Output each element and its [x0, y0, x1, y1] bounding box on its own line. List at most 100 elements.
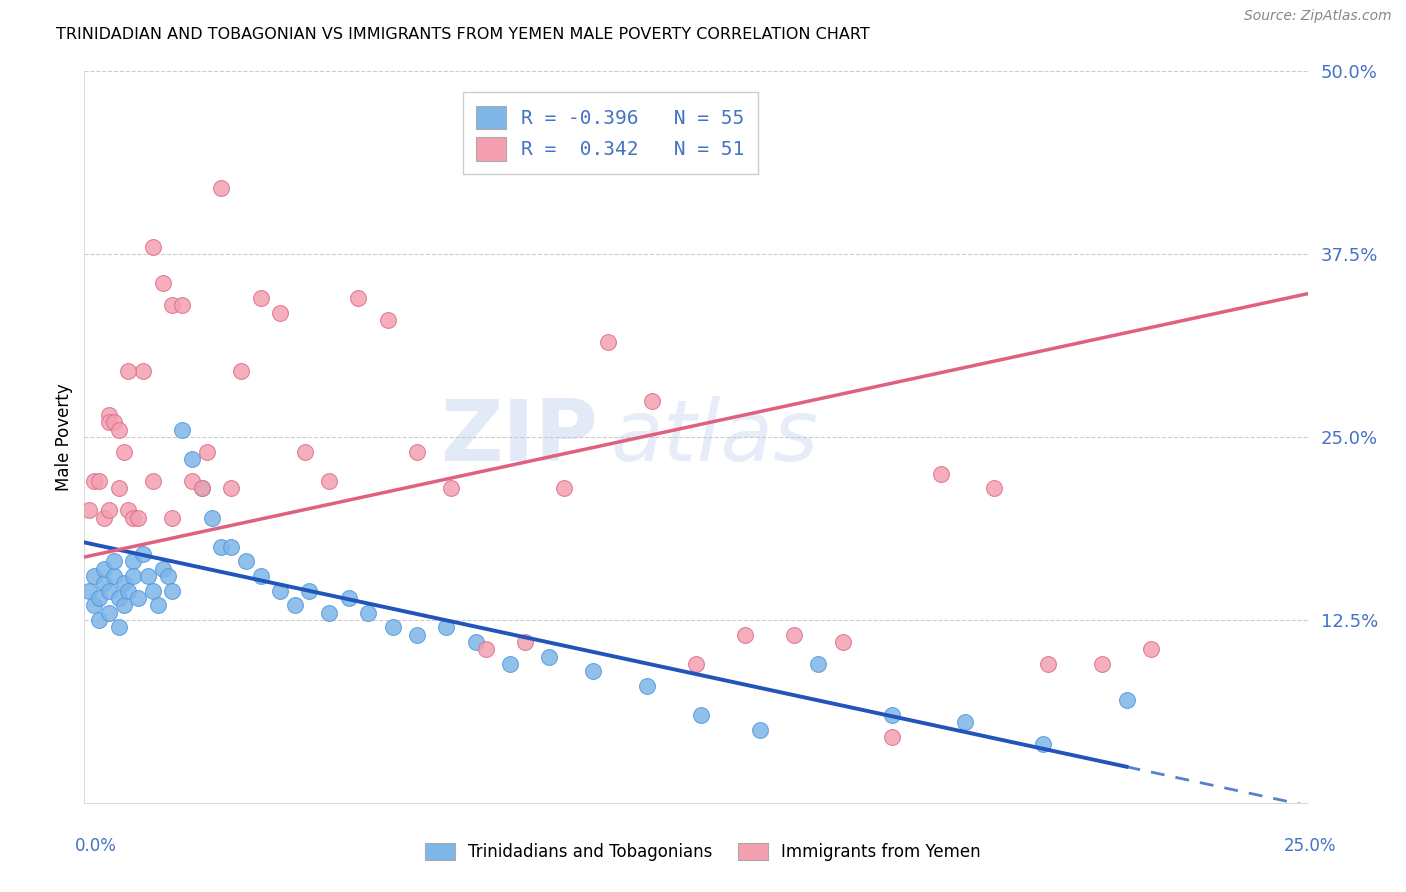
- Point: [103, 416, 125, 430]
- Point: [146, 599, 169, 613]
- Point: [117, 583, 139, 598]
- Y-axis label: Male Poverty: Male Poverty: [55, 384, 73, 491]
- Point: [93, 510, 115, 524]
- Point: [229, 364, 252, 378]
- Point: [122, 510, 145, 524]
- Point: [440, 481, 463, 495]
- Point: [807, 657, 830, 671]
- Point: [172, 423, 194, 437]
- Point: [1032, 737, 1054, 751]
- Point: [132, 547, 155, 561]
- Point: [269, 306, 291, 320]
- Point: [582, 664, 605, 678]
- Point: [357, 606, 380, 620]
- Point: [162, 298, 184, 312]
- Point: [117, 503, 139, 517]
- Point: [831, 635, 853, 649]
- Point: [474, 642, 496, 657]
- Text: ZIP: ZIP: [440, 395, 598, 479]
- Point: [83, 599, 105, 613]
- Legend: Trinidadians and Tobagonians, Immigrants from Yemen: Trinidadians and Tobagonians, Immigrants…: [419, 836, 987, 868]
- Point: [181, 474, 204, 488]
- Point: [162, 510, 184, 524]
- Point: [97, 503, 120, 517]
- Point: [83, 569, 105, 583]
- Point: [347, 291, 370, 305]
- Point: [953, 715, 976, 730]
- Text: 0.0%: 0.0%: [75, 837, 117, 855]
- Point: [142, 474, 165, 488]
- Point: [406, 444, 429, 458]
- Point: [103, 569, 125, 583]
- Point: [112, 576, 135, 591]
- Text: 25.0%: 25.0%: [1284, 837, 1337, 855]
- Point: [122, 569, 145, 583]
- Point: [107, 620, 129, 634]
- Point: [596, 334, 619, 349]
- Point: [127, 591, 149, 605]
- Point: [209, 540, 232, 554]
- Point: [200, 510, 222, 524]
- Point: [1038, 657, 1060, 671]
- Point: [294, 444, 316, 458]
- Point: [191, 481, 214, 495]
- Point: [112, 599, 135, 613]
- Point: [83, 474, 105, 488]
- Point: [748, 723, 770, 737]
- Point: [406, 627, 429, 641]
- Point: [685, 657, 707, 671]
- Point: [93, 576, 115, 591]
- Point: [513, 635, 536, 649]
- Point: [97, 408, 120, 422]
- Point: [87, 474, 110, 488]
- Text: atlas: atlas: [610, 395, 818, 479]
- Point: [1091, 657, 1114, 671]
- Point: [734, 627, 756, 641]
- Point: [318, 606, 340, 620]
- Point: [641, 393, 664, 408]
- Point: [235, 554, 257, 568]
- Point: [152, 277, 174, 291]
- Point: [127, 510, 149, 524]
- Point: [181, 452, 204, 467]
- Text: Source: ZipAtlas.com: Source: ZipAtlas.com: [1244, 9, 1392, 23]
- Point: [132, 364, 155, 378]
- Point: [1115, 693, 1137, 707]
- Point: [219, 540, 242, 554]
- Point: [93, 562, 115, 576]
- Point: [436, 620, 458, 634]
- Point: [107, 591, 129, 605]
- Point: [636, 679, 658, 693]
- Point: [97, 583, 120, 598]
- Point: [117, 364, 139, 378]
- Point: [142, 240, 165, 254]
- Point: [172, 298, 194, 312]
- Point: [107, 481, 129, 495]
- Point: [1140, 642, 1163, 657]
- Point: [499, 657, 522, 671]
- Point: [162, 583, 184, 598]
- Point: [880, 730, 903, 744]
- Point: [783, 627, 806, 641]
- Point: [195, 444, 218, 458]
- Point: [97, 606, 120, 620]
- Point: [77, 583, 100, 598]
- Point: [377, 313, 399, 327]
- Point: [880, 708, 903, 723]
- Point: [219, 481, 242, 495]
- Point: [97, 416, 120, 430]
- Point: [122, 554, 145, 568]
- Point: [929, 467, 952, 481]
- Text: TRINIDADIAN AND TOBAGONIAN VS IMMIGRANTS FROM YEMEN MALE POVERTY CORRELATION CHA: TRINIDADIAN AND TOBAGONIAN VS IMMIGRANTS…: [56, 27, 870, 42]
- Point: [107, 423, 129, 437]
- Point: [553, 481, 575, 495]
- Point: [103, 554, 125, 568]
- Point: [318, 474, 340, 488]
- Point: [152, 562, 174, 576]
- Point: [983, 481, 1005, 495]
- Point: [284, 599, 307, 613]
- Point: [337, 591, 360, 605]
- Point: [77, 503, 100, 517]
- Point: [689, 708, 711, 723]
- Point: [538, 649, 561, 664]
